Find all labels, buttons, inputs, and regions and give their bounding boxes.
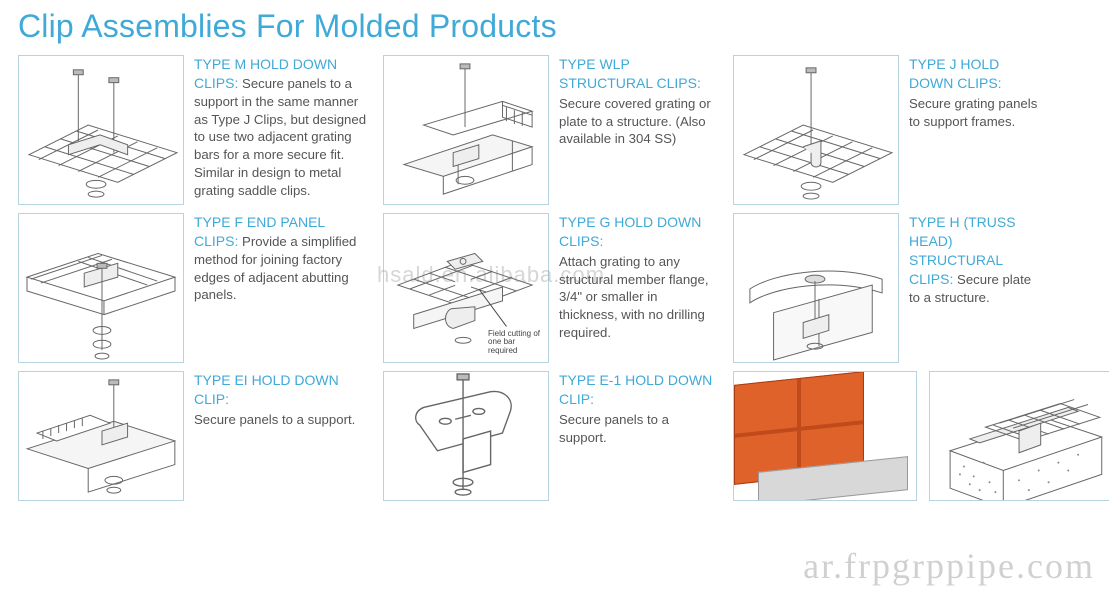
diagram-type-m [18, 55, 184, 205]
title-type-wlp: TYPE WLP STRUCTURAL CLIPS: [559, 56, 701, 91]
diagram-type-f [18, 213, 184, 363]
row-2: TYPE F END PANEL CLIPS: Provide a simpli… [18, 213, 1091, 363]
watermark-frp: ar.frpgrppipe.com [803, 545, 1095, 587]
photo-group [733, 371, 1109, 501]
body-type-g: Attach grating to any structural member … [559, 254, 709, 340]
desc-type-ei: TYPE EI HOLD DOWN CLIP: Secure panels to… [194, 371, 369, 429]
item-type-h: TYPE H (TRUSS HEAD) STRUCTURAL CLIPS: Se… [733, 213, 1039, 363]
diagram-type-wlp [383, 55, 549, 205]
photo-grating-on-concrete [929, 371, 1109, 501]
photo-orange-grating [733, 371, 917, 501]
row-1: TYPE M HOLD DOWN CLIPS: Secure panels to… [18, 55, 1091, 205]
diagram-type-ei [18, 371, 184, 501]
page-title: Clip Assemblies For Molded Products [18, 8, 1091, 45]
desc-type-f: TYPE F END PANEL CLIPS: Provide a simpli… [194, 213, 369, 306]
desc-type-m: TYPE M HOLD DOWN CLIPS: Secure panels to… [194, 55, 369, 200]
body-type-wlp: Secure covered grating or plate to a str… [559, 96, 711, 147]
diagram-type-j [733, 55, 899, 205]
body-type-m: Secure panels to a support in the same m… [194, 76, 366, 198]
row-3: TYPE EI HOLD DOWN CLIP: Secure panels to… [18, 371, 1091, 501]
item-type-wlp: TYPE WLP STRUCTURAL CLIPS: Secure covere… [383, 55, 719, 205]
desc-type-e1: TYPE E-1 HOLD DOWN CLIP: Secure panels t… [559, 371, 719, 446]
diagram-type-h [733, 213, 899, 363]
body-type-e1: Secure panels to a support. [559, 412, 669, 445]
title-type-j: TYPE J HOLD DOWN CLIPS: [909, 56, 1002, 91]
body-type-j: Secure grating panels to support frames. [909, 96, 1037, 129]
title-type-ei: TYPE EI HOLD DOWN CLIP: [194, 372, 339, 407]
note-type-g: Field cutting of one bar required [488, 330, 542, 356]
item-type-g: Field cutting of one bar required TYPE G… [383, 213, 719, 363]
item-type-e1: TYPE E-1 HOLD DOWN CLIP: Secure panels t… [383, 371, 719, 501]
desc-type-g: TYPE G HOLD DOWN CLIPS: Attach grating t… [559, 213, 719, 342]
body-type-ei: Secure panels to a support. [194, 412, 355, 427]
product-grid: TYPE M HOLD DOWN CLIPS: Secure panels to… [18, 55, 1091, 501]
item-type-f: TYPE F END PANEL CLIPS: Provide a simpli… [18, 213, 369, 363]
title-type-g: TYPE G HOLD DOWN CLIPS: [559, 214, 701, 249]
item-type-m: TYPE M HOLD DOWN CLIPS: Secure panels to… [18, 55, 369, 205]
desc-type-j: TYPE J HOLD DOWN CLIPS: Secure grating p… [909, 55, 1039, 130]
desc-type-h: TYPE H (TRUSS HEAD) STRUCTURAL CLIPS: Se… [909, 213, 1039, 308]
item-type-ei: TYPE EI HOLD DOWN CLIP: Secure panels to… [18, 371, 369, 501]
title-type-e1: TYPE E-1 HOLD DOWN CLIP: [559, 372, 712, 407]
diagram-type-e1 [383, 371, 549, 501]
desc-type-wlp: TYPE WLP STRUCTURAL CLIPS: Secure covere… [559, 55, 719, 148]
diagram-type-g: Field cutting of one bar required [383, 213, 549, 363]
item-type-j: TYPE J HOLD DOWN CLIPS: Secure grating p… [733, 55, 1039, 205]
